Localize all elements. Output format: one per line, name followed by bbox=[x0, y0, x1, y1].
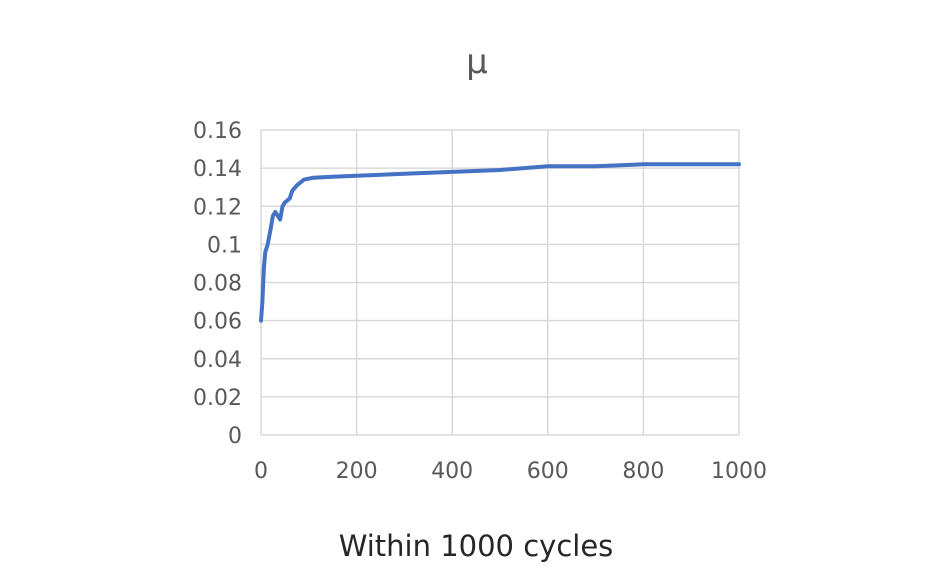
y-tick-label: 0.08 bbox=[193, 272, 242, 297]
x-axis-ticks: 0 200 400 600 800 1000 bbox=[254, 459, 767, 484]
x-tick-label: 400 bbox=[431, 459, 473, 484]
y-tick-label: 0.1 bbox=[207, 233, 242, 258]
y-axis-ticks: 0 0.02 0.04 0.06 0.08 0.1 0.12 0.14 0.16 bbox=[193, 119, 242, 449]
x-tick-label: 600 bbox=[527, 459, 569, 484]
y-tick-label: 0.02 bbox=[193, 386, 242, 411]
y-tick-label: 0 bbox=[228, 424, 242, 449]
series-line-0 bbox=[259, 162, 741, 323]
gridlines bbox=[260, 129, 740, 436]
x-tick-label: 0 bbox=[254, 459, 268, 484]
x-tick-label: 800 bbox=[622, 459, 664, 484]
y-tick-label: 0.04 bbox=[193, 348, 242, 373]
series-group bbox=[259, 162, 741, 323]
x-tick-label: 200 bbox=[336, 459, 378, 484]
y-tick-label: 0.06 bbox=[193, 310, 242, 335]
chart-title: μ bbox=[466, 42, 488, 82]
y-tick-label: 0.12 bbox=[193, 195, 242, 220]
y-tick-label: 0.16 bbox=[193, 119, 242, 144]
x-tick-label: 1000 bbox=[711, 459, 767, 484]
y-tick-label: 0.14 bbox=[193, 157, 242, 182]
x-axis-label: Within 1000 cycles bbox=[339, 529, 614, 563]
